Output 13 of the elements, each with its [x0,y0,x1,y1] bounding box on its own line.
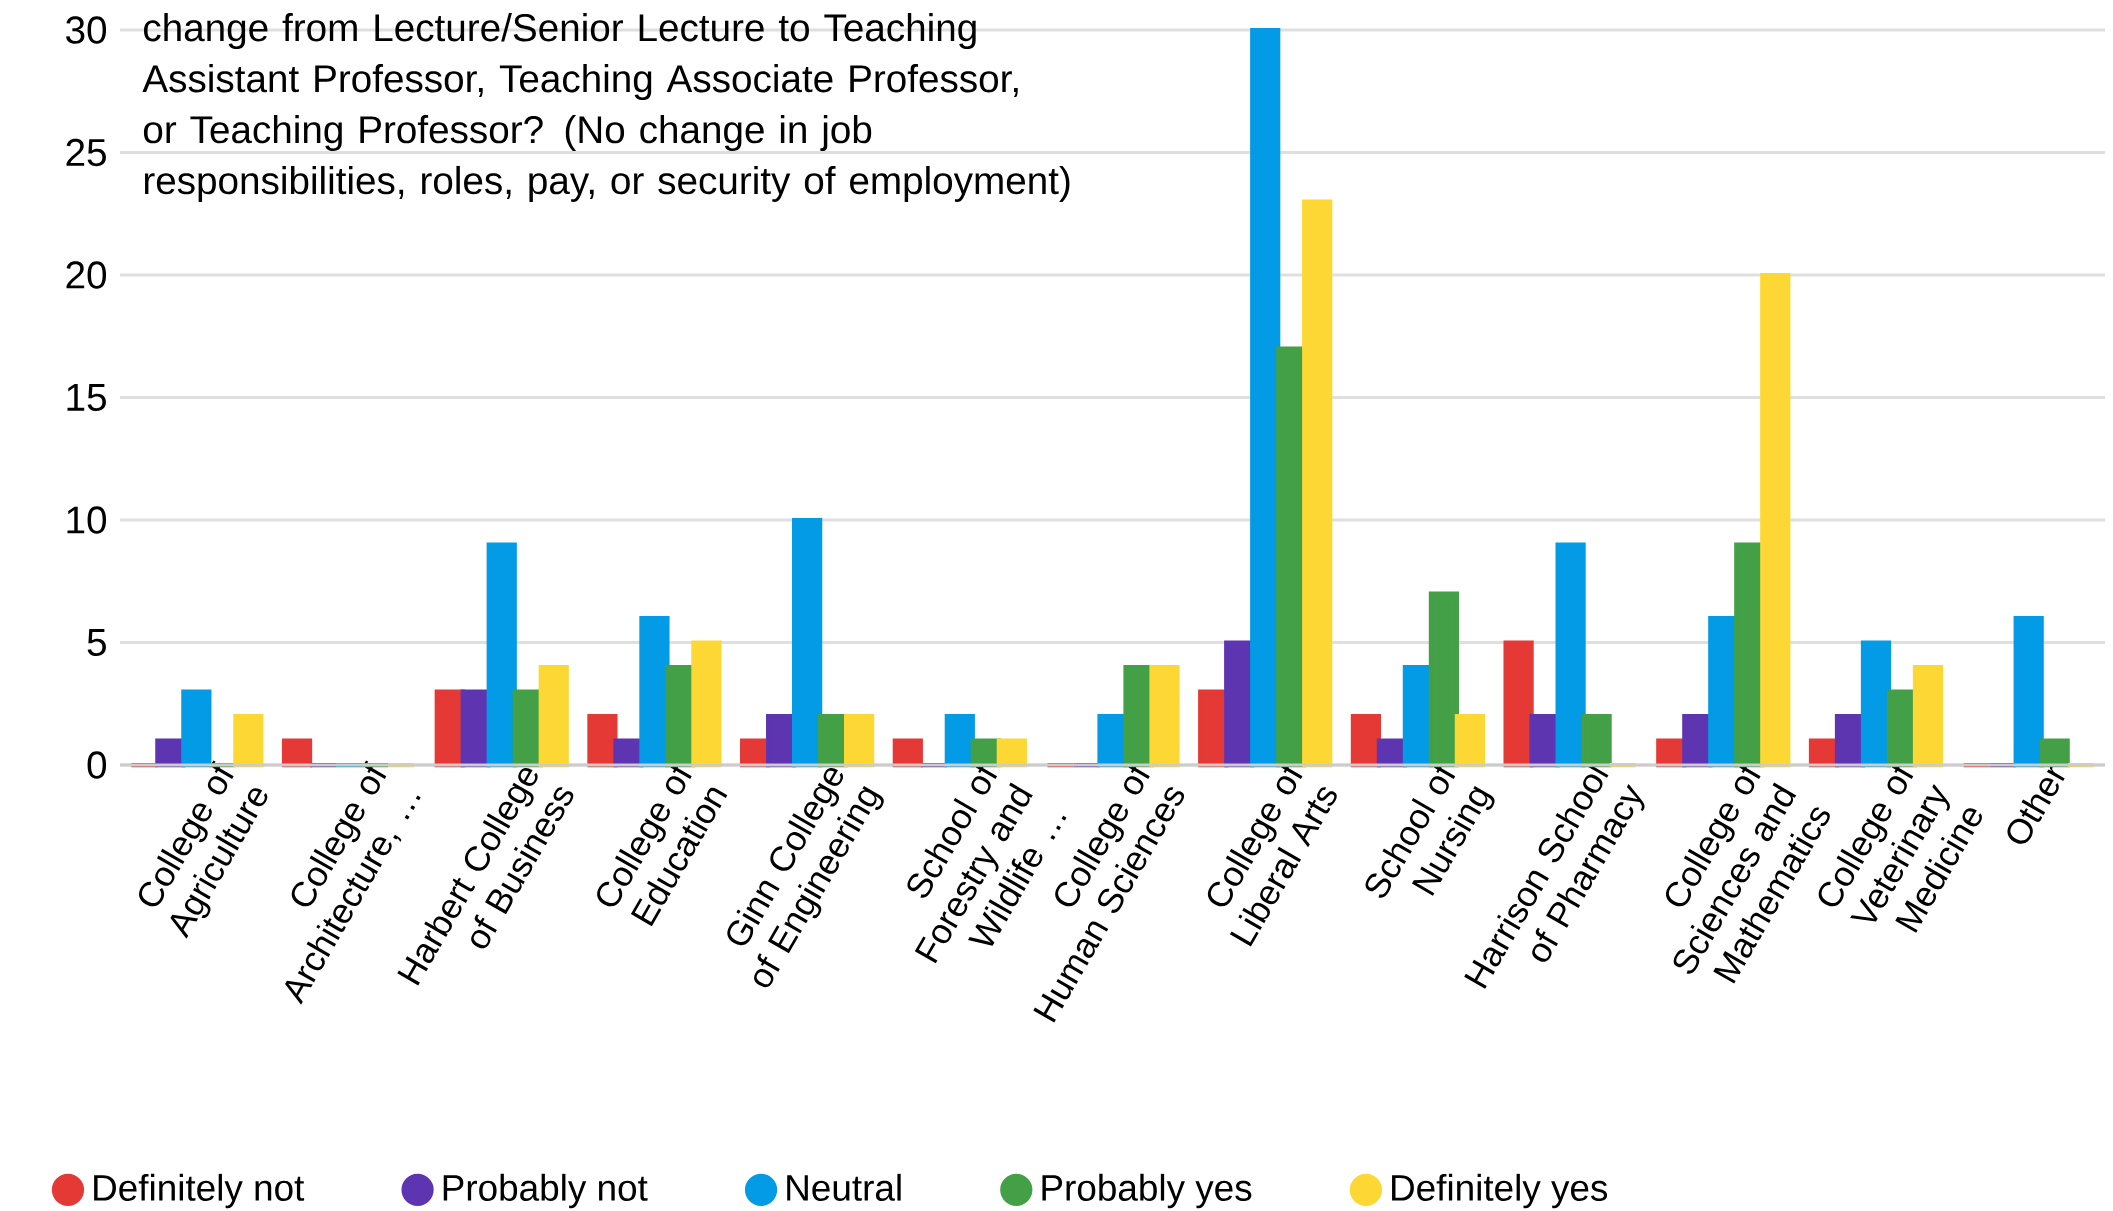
legend-label: Probably yes [1042,1173,1252,1209]
y-tick-label: 20 [66,261,107,289]
legend-label: Probably not [443,1173,648,1209]
y-tick-label: 10 [67,506,107,534]
text: change from Lecture/Senior Lecture to Teaching Assistant Professor, Teaching Associate Professor, or Teaching Professor? (No change in job responsibilities, roles, pay, or security of employment) [142,13,1070,202]
y-tick-label: 15 [67,384,106,412]
legend-label: Definitely not [94,1173,305,1209]
legend-label: Definitely yes [1392,1173,1608,1209]
y-tick-label: 30 [66,16,107,44]
legend-label: Neutral [787,1173,901,1201]
y-tick-label: 0 [87,751,107,779]
y-tick-label: 25 [66,138,106,167]
y-tick-label: 5 [87,629,106,657]
